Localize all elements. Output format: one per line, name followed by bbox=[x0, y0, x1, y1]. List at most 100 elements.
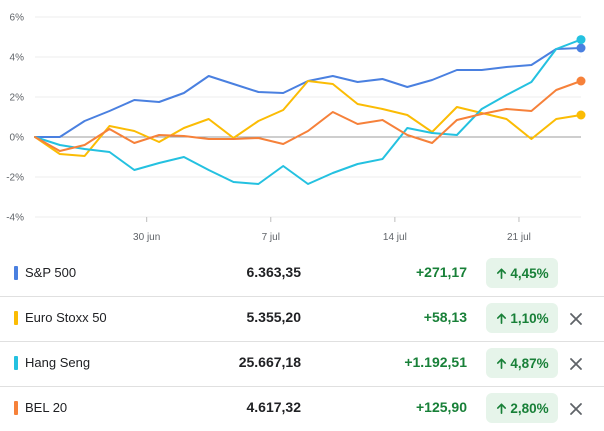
close-icon bbox=[570, 403, 582, 415]
data-point bbox=[256, 90, 260, 94]
x-tick-label: 7 jul bbox=[262, 232, 280, 243]
percent-change-value: 4,87% bbox=[510, 355, 549, 371]
data-point bbox=[331, 74, 335, 78]
data-point bbox=[405, 126, 409, 130]
data-point bbox=[107, 127, 111, 131]
data-point bbox=[380, 77, 384, 81]
percent-change-value: 2,80% bbox=[510, 400, 549, 416]
index-row[interactable]: BEL 20 4.617,32 +125,90 2,80% bbox=[0, 387, 604, 431]
data-point bbox=[306, 129, 310, 133]
series-color-swatch bbox=[14, 311, 18, 325]
data-point bbox=[529, 109, 533, 113]
x-tick-label: 30 jun bbox=[133, 232, 160, 243]
series-line-euro-stoxx-50 bbox=[34, 80, 582, 157]
data-point bbox=[58, 135, 62, 139]
remove-comparison-button[interactable] bbox=[569, 357, 583, 371]
remove-comparison-button[interactable] bbox=[569, 402, 583, 416]
data-point bbox=[405, 85, 409, 89]
data-point bbox=[331, 110, 335, 114]
percent-change-badge: 4,45% bbox=[486, 258, 558, 288]
index-row[interactable]: Euro Stoxx 50 5.355,20 +58,13 1,10% bbox=[0, 297, 604, 342]
data-point bbox=[132, 129, 136, 133]
data-point bbox=[480, 68, 484, 72]
data-point bbox=[232, 82, 236, 86]
data-point bbox=[281, 108, 285, 112]
data-point bbox=[256, 182, 260, 186]
data-point bbox=[58, 143, 62, 147]
data-point bbox=[380, 157, 384, 161]
data-point bbox=[529, 137, 533, 141]
percent-change-badge: 4,87% bbox=[486, 348, 558, 378]
series-end-point bbox=[576, 35, 586, 45]
data-point bbox=[356, 80, 360, 84]
arrow-up-icon bbox=[497, 267, 507, 279]
index-name: S&P 500 bbox=[25, 265, 77, 280]
x-tick-label: 21 jul bbox=[507, 232, 531, 243]
data-point bbox=[157, 140, 161, 144]
data-point bbox=[281, 142, 285, 146]
data-point bbox=[132, 98, 136, 102]
index-price: 5.355,20 bbox=[246, 309, 302, 325]
remove-comparison-button[interactable] bbox=[569, 312, 583, 326]
comparison-chart: 6% 4% 2% 0% -2% -4% 30 jun 7 jul 14 jul 21 jul bbox=[6, 13, 586, 243]
index-change: +271,17 bbox=[416, 264, 467, 280]
close-icon bbox=[570, 358, 582, 370]
data-point bbox=[529, 80, 533, 84]
data-point bbox=[380, 118, 384, 122]
data-point bbox=[83, 119, 87, 123]
data-point bbox=[455, 133, 459, 137]
data-point bbox=[182, 155, 186, 159]
data-point bbox=[455, 68, 459, 72]
data-point bbox=[356, 162, 360, 166]
data-point bbox=[107, 150, 111, 154]
data-point bbox=[331, 171, 335, 175]
data-point bbox=[281, 91, 285, 95]
percent-change-value: 4,45% bbox=[510, 265, 549, 281]
data-point bbox=[182, 134, 186, 138]
data-point bbox=[207, 74, 211, 78]
data-point bbox=[83, 143, 87, 147]
data-point bbox=[554, 117, 558, 121]
data-point bbox=[356, 122, 360, 126]
index-row[interactable]: Hang Seng 25.667,18 +1.192,51 4,87% bbox=[0, 342, 604, 387]
data-point bbox=[380, 107, 384, 111]
data-point bbox=[430, 141, 434, 145]
data-point bbox=[505, 117, 509, 121]
data-point bbox=[306, 182, 310, 186]
data-point bbox=[281, 164, 285, 168]
data-point bbox=[405, 133, 409, 137]
data-point bbox=[256, 119, 260, 123]
index-name: BEL 20 bbox=[25, 400, 68, 415]
y-tick-label: 2% bbox=[10, 93, 25, 104]
index-price: 4.617,32 bbox=[246, 399, 302, 415]
data-point bbox=[83, 147, 87, 151]
series-color-swatch bbox=[14, 356, 18, 370]
data-point bbox=[455, 105, 459, 109]
percent-change-badge: 2,80% bbox=[486, 393, 558, 423]
data-point bbox=[480, 112, 484, 116]
series-color-swatch bbox=[14, 401, 18, 415]
index-price: 6.363,35 bbox=[246, 264, 302, 280]
data-point bbox=[83, 154, 87, 158]
series-end-point bbox=[576, 110, 586, 120]
data-point bbox=[505, 65, 509, 69]
data-point bbox=[529, 63, 533, 67]
data-point bbox=[207, 137, 211, 141]
y-tick-label: 0% bbox=[10, 133, 25, 144]
x-tick-label: 14 jul bbox=[383, 232, 407, 243]
index-change: +58,13 bbox=[423, 309, 467, 325]
y-tick-label: -4% bbox=[6, 213, 24, 224]
index-name: Euro Stoxx 50 bbox=[25, 310, 107, 325]
data-point bbox=[58, 149, 62, 153]
y-tick-label: -2% bbox=[6, 173, 24, 184]
percent-change-value: 1,10% bbox=[510, 310, 549, 326]
y-tick-label: 4% bbox=[10, 53, 25, 64]
data-point bbox=[157, 161, 161, 165]
data-point bbox=[256, 136, 260, 140]
series-end-point bbox=[576, 43, 586, 53]
index-row[interactable]: S&P 500 6.363,35 +271,17 4,45% bbox=[0, 252, 604, 297]
arrow-up-icon bbox=[497, 312, 507, 324]
data-point bbox=[430, 78, 434, 82]
data-point bbox=[182, 126, 186, 130]
y-tick-label: 6% bbox=[10, 13, 25, 24]
